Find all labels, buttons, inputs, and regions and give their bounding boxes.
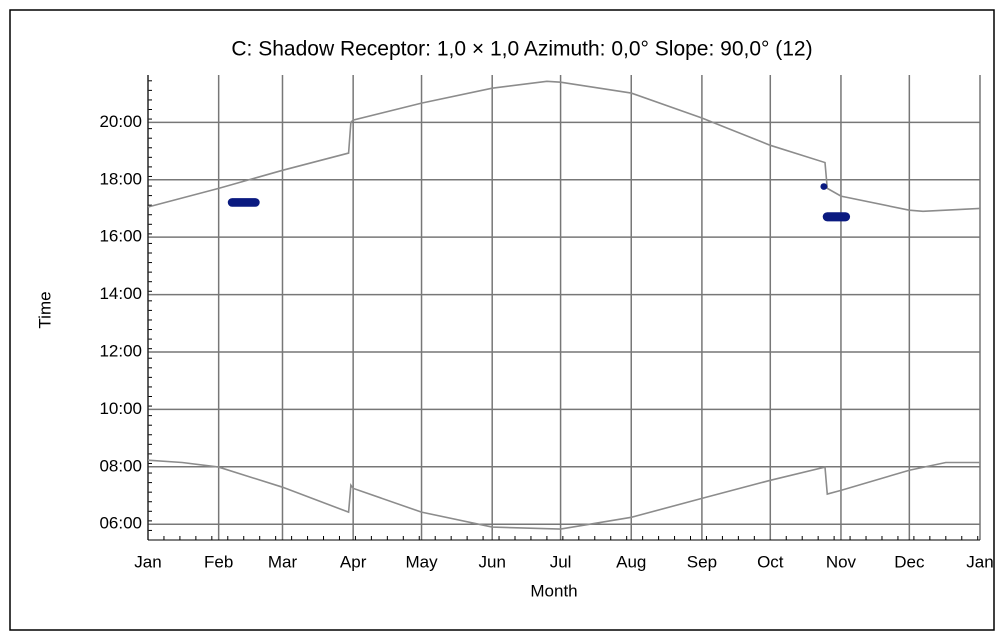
x-tick-label: Sep [687,552,717,571]
y-tick-label: 12:00 [99,341,142,360]
x-tick-label: May [405,552,438,571]
x-tick-label: Mar [268,552,298,571]
x-tick-label: Jan [966,552,993,571]
x-tick-label: Nov [826,552,857,571]
x-tick-label: Jun [478,552,505,571]
y-tick-label: 10:00 [99,399,142,418]
y-tick-label: 08:00 [99,456,142,475]
x-tick-label: Jan [134,552,161,571]
chart-title: C: Shadow Receptor: 1,0 × 1,0 Azimuth: 0… [231,38,812,61]
x-tick-label: Jul [550,552,572,571]
y-tick-label: 16:00 [99,227,142,246]
x-axis-label: Month [530,581,577,600]
y-tick-label: 06:00 [99,514,142,533]
shadow-period [822,212,851,222]
y-tick-label: 18:00 [99,169,142,188]
daylight-line [147,459,980,530]
x-tick-label: Feb [204,552,233,571]
y-tick-label: 20:00 [99,112,142,131]
y-axis-label: Time [35,291,54,328]
x-tick-label: Oct [757,552,784,571]
frame [9,9,995,631]
y-tick-label: 14:00 [99,284,142,303]
daylight-line [147,80,981,213]
x-tick-label: Apr [340,552,367,571]
shadow-period [227,198,260,207]
x-tick-label: Aug [616,552,646,571]
x-tick-label: Dec [894,552,925,571]
shadow-period [820,183,828,190]
